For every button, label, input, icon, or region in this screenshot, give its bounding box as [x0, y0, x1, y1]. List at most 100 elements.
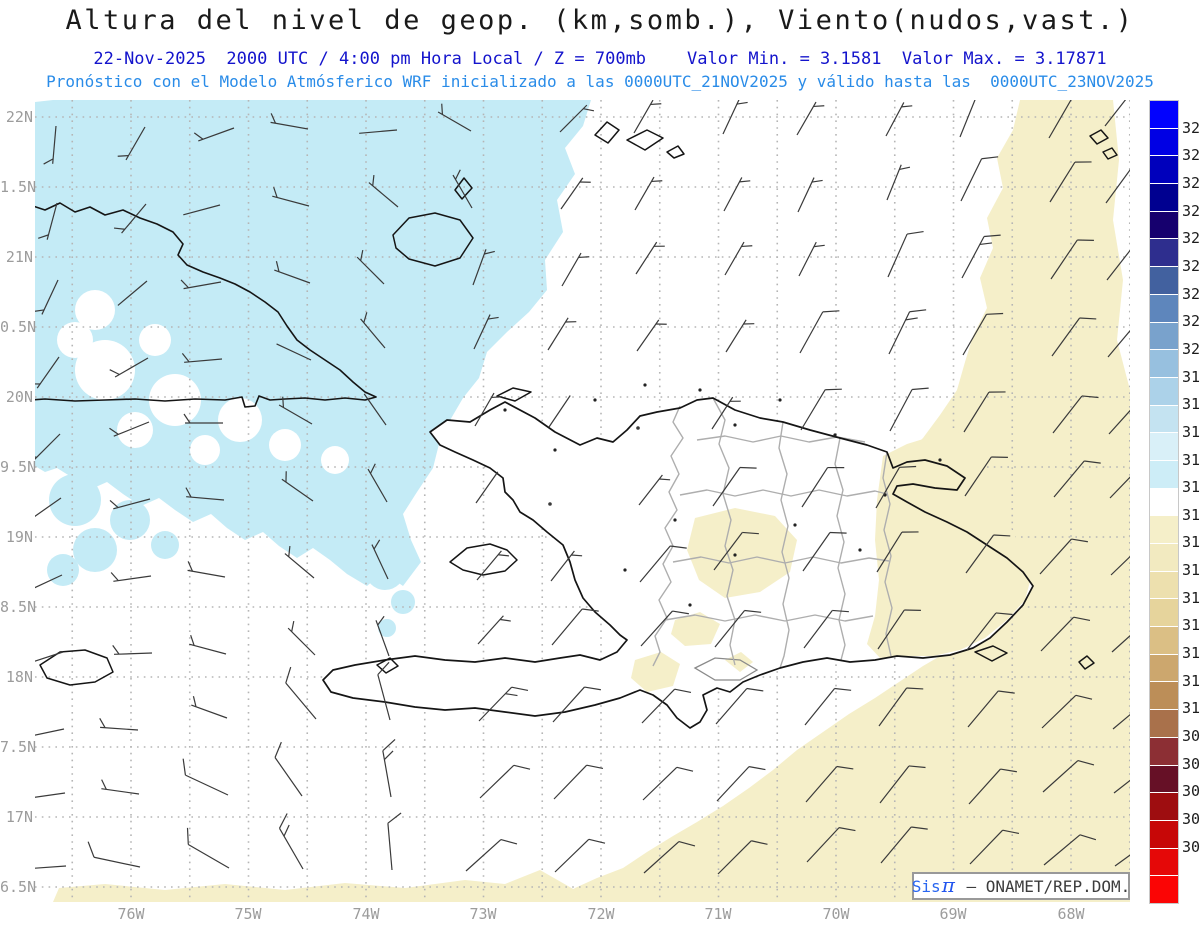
barb-full-tick [672, 610, 689, 615]
barb-shaft [183, 281, 222, 290]
barb-full-tick [588, 838, 606, 844]
wind-barb [25, 859, 67, 870]
hispaniola-landmass [323, 398, 1033, 728]
colorbar-segment [1150, 710, 1178, 737]
barb-shaft [552, 686, 585, 723]
island-coastline [1089, 129, 1109, 145]
cyan-shade-blob [151, 531, 179, 559]
wind-barb [276, 343, 312, 361]
barb-half-tick [454, 169, 461, 180]
wind-barb [722, 99, 748, 135]
barb-shaft [465, 839, 502, 872]
wind-barb [117, 280, 148, 306]
barb-full-tick [1077, 759, 1095, 766]
barb-full-tick [739, 466, 757, 469]
island-coastline [666, 145, 685, 159]
wind-barb [802, 531, 847, 572]
watermark-box: Sis π – ONAMET/REP.DOM. [912, 872, 1130, 900]
barb-shaft [183, 204, 221, 216]
wind-barb [964, 456, 1008, 497]
barb-shaft [967, 690, 999, 728]
wind-barb [193, 127, 235, 142]
wind-barb [715, 687, 764, 725]
barb-half-tick [101, 779, 107, 790]
barb-shaft [961, 236, 985, 279]
beige-shade-region [555, 100, 1130, 902]
barb-shaft [125, 126, 146, 161]
barb-shaft [880, 826, 912, 864]
colorbar-label: 3108 [1182, 671, 1200, 690]
wind-barb [437, 103, 472, 132]
barb-shaft [387, 823, 393, 871]
x-axis-label: 71W [704, 905, 732, 923]
wind-barb [548, 395, 571, 428]
cyan-shade-blob [182, 477, 208, 503]
wind-barb [182, 758, 229, 796]
wind-barb [112, 645, 153, 655]
barb-shaft [1053, 460, 1085, 498]
barb-half-tick [565, 321, 577, 323]
station-dot [673, 518, 677, 522]
barb-shaft [724, 241, 745, 276]
barb-shaft [36, 356, 60, 389]
wind-barb [465, 838, 518, 872]
cyan-shade-blob [391, 590, 415, 614]
colorbar-label: 3244 [1182, 201, 1200, 220]
barb-shaft [52, 125, 57, 164]
cyan-shade-blob [73, 528, 117, 572]
barb-shaft [117, 280, 148, 306]
barb-shaft [963, 391, 990, 433]
colorbar-label: 3068 [1182, 810, 1200, 829]
wind-barb [101, 779, 140, 795]
wind-barb [640, 610, 689, 647]
page-title: Altura del nivel de geop. (km,somb.), Vi… [65, 5, 1135, 36]
colorbar-label: 3148 [1182, 533, 1200, 552]
wind-barb [183, 413, 223, 424]
barb-full-tick [1075, 694, 1093, 700]
y-axis-label: 17N [5, 808, 33, 826]
station-dot [733, 553, 737, 557]
wind-barb [550, 550, 583, 582]
wind-barb [180, 279, 222, 290]
barb-shaft [804, 688, 836, 726]
island-coastline [1078, 655, 1095, 670]
island-coastline [626, 129, 664, 151]
barb-shaft [715, 688, 748, 725]
barb-shaft [478, 686, 513, 722]
wind-barb [181, 353, 223, 363]
colorbar-label: 3100 [1182, 699, 1200, 718]
colorbar-segment [1150, 488, 1178, 516]
wind-barb [966, 612, 1013, 651]
wind-barb [1039, 538, 1088, 575]
barb-shaft [797, 177, 815, 213]
barb-shaft [887, 233, 908, 278]
wind-barb [387, 812, 402, 871]
province-border [652, 405, 684, 667]
white-shade-blob [218, 398, 262, 442]
barb-full-tick [377, 661, 390, 676]
barb-shaft [382, 750, 392, 798]
barb-shaft [1052, 395, 1083, 434]
barb-full-tick [742, 531, 759, 535]
barb-full-tick [1071, 538, 1088, 543]
barb-shaft [1048, 96, 1074, 139]
barb-half-tick [110, 572, 119, 581]
colorbar-segment [1150, 294, 1178, 322]
barb-shaft [93, 856, 141, 868]
barb-half-tick [190, 635, 195, 646]
barb-full-tick [825, 388, 842, 391]
colorbar-label: 3260 [1182, 146, 1200, 165]
lake-enriquillo-outline [693, 657, 759, 681]
barb-shaft [114, 652, 153, 655]
barb-shaft [121, 203, 147, 234]
barb-shaft [360, 318, 386, 349]
cuba-coastline [29, 202, 377, 408]
barb-full-tick [678, 840, 696, 847]
barb-full-tick [182, 758, 186, 776]
colorbar-label: 3180 [1182, 422, 1200, 441]
pi-symbol: π [941, 873, 955, 897]
wind-barb [356, 249, 385, 285]
barb-shaft [198, 127, 235, 142]
colorbar-segment [1150, 876, 1178, 903]
